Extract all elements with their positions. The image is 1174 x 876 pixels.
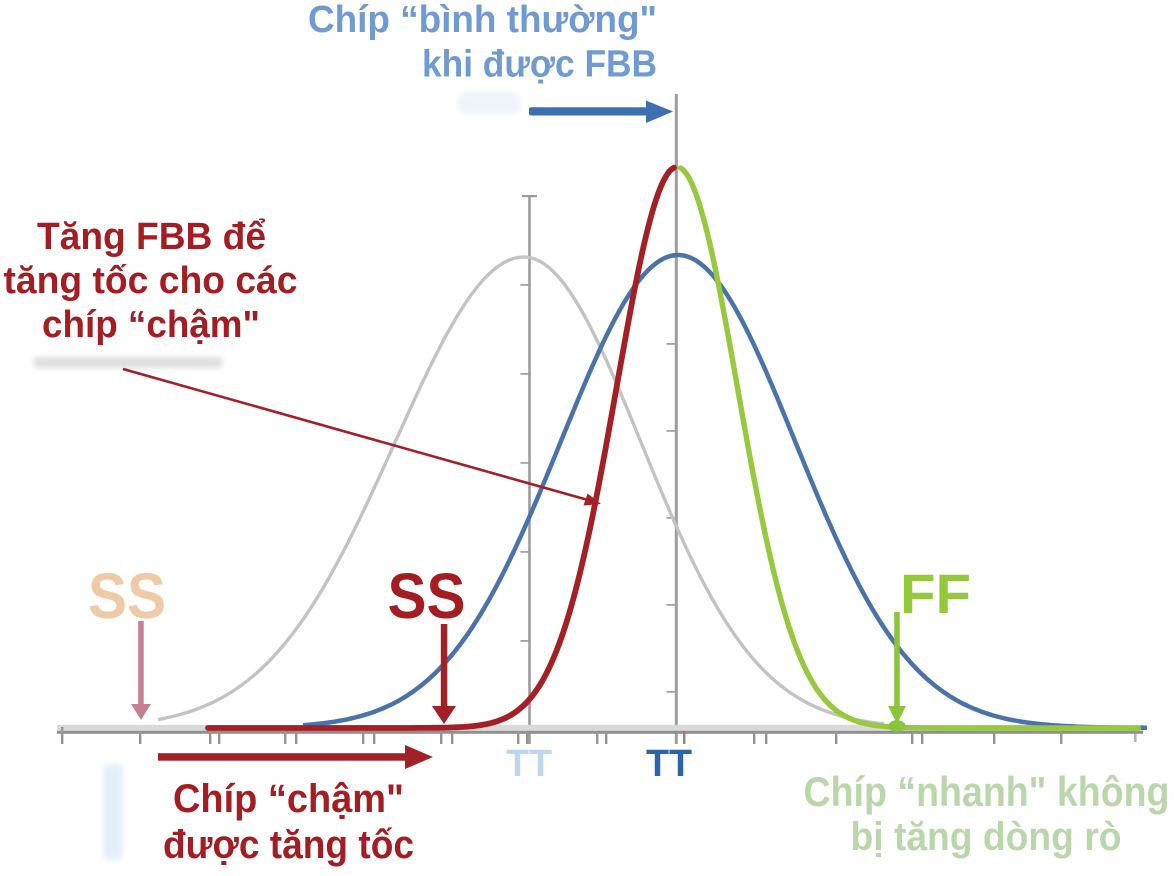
svg-text:Chíp “nhanh" không: Chíp “nhanh" không	[804, 768, 1170, 815]
svg-text:Chíp “chậm": Chíp “chậm"	[173, 777, 404, 821]
svg-text:bị tăng dòng rò: bị tăng dòng rò	[851, 815, 1122, 859]
svg-text:tăng tốc cho các: tăng tốc cho các	[4, 260, 298, 302]
svg-text:Chíp “bình thường": Chíp “bình thường"	[308, 0, 657, 41]
svg-text:chíp “chậm": chíp “chậm"	[42, 304, 260, 346]
svg-text:TT: TT	[646, 743, 692, 785]
svg-text:được tăng tốc: được tăng tốc	[163, 823, 414, 867]
svg-text:SS: SS	[88, 560, 166, 632]
svg-text:TT: TT	[506, 743, 552, 785]
svg-text:khi được FBB: khi được FBB	[422, 44, 657, 86]
svg-text:Tăng FBB để: Tăng FBB để	[37, 216, 266, 258]
svg-text:FF: FF	[900, 562, 971, 625]
svg-text:SS: SS	[388, 560, 466, 632]
